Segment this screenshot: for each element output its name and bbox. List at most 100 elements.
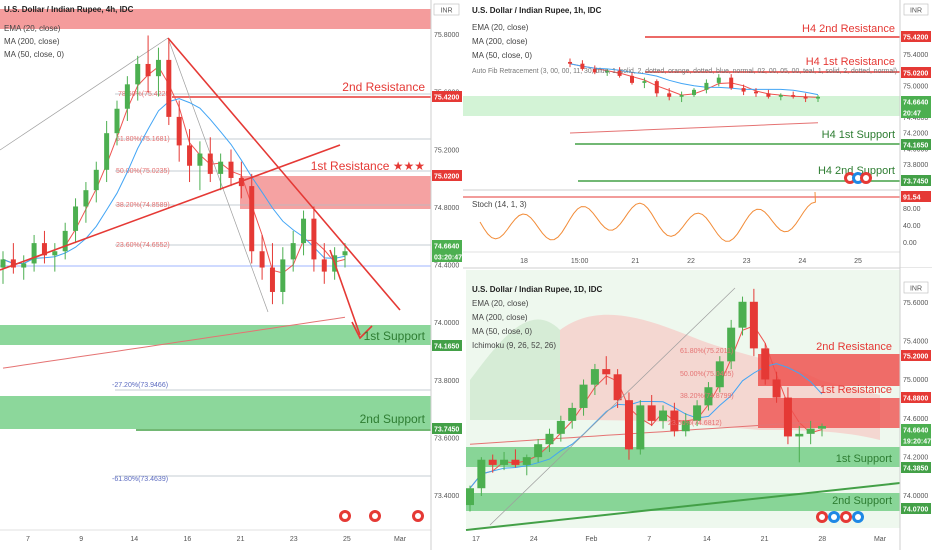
candle-body (592, 68, 597, 73)
chart-1d-panel[interactable]: 61.80%(75.2011) 50.00%(75.0405) 38.20%(7… (463, 267, 932, 543)
currency-badge-4h (433, 3, 460, 16)
fib-label-786: 78.60%(75.4225) (118, 91, 172, 98)
price-tag-text: 74.1650 (434, 344, 459, 351)
candle-body (488, 459, 497, 465)
price-tick-label: 74.4000 (434, 263, 459, 270)
price-tick-label: 75.8000 (434, 32, 459, 39)
indicator-ma200-4h: MA (200, close) (4, 37, 60, 46)
candle-body (605, 70, 610, 73)
candle-body (500, 459, 509, 465)
price-tag-text: 75.4200 (434, 95, 459, 102)
candle-body (187, 145, 193, 166)
candles-1d (466, 288, 826, 512)
candle-body (617, 70, 622, 76)
price-tag-text: 74.1650 (903, 143, 928, 150)
candle-body (693, 405, 702, 421)
candle-body (647, 405, 656, 421)
candle-body (259, 251, 265, 268)
candle-body (21, 263, 27, 268)
candle-body (806, 428, 815, 434)
candle-body (166, 59, 172, 117)
x-tick-label: Feb (585, 536, 597, 543)
h4-s2-label: H4 2nd Support (818, 165, 895, 177)
s2-label: 2nd Support (360, 412, 426, 426)
candle-body (803, 96, 808, 99)
price-tick-label: 74.4000 (903, 115, 928, 122)
h4-s1-label: H4 1st Support (822, 129, 895, 141)
price-tick-label: 75.0000 (903, 83, 928, 90)
candle-body (568, 61, 572, 64)
ma200-line (469, 420, 823, 445)
event-flags-1d[interactable] (816, 511, 864, 523)
x-tick-label: 15:00 (571, 258, 589, 265)
candle-body (704, 82, 709, 90)
price-tag-text: 91.54 (903, 195, 921, 202)
candle-body (321, 259, 327, 272)
price-tag-text: 74.8800 (903, 396, 928, 403)
price-tick-label: 73.8000 (903, 162, 928, 169)
price-tag (432, 91, 462, 102)
x-tick-label: 21 (761, 536, 769, 543)
indicator-ichimoku-1d: Ichimoku (9, 26, 52, 26) (472, 341, 556, 350)
fib-1d-236: 23.60%(74.6812) (668, 420, 722, 427)
candle-body (692, 89, 696, 96)
price-tag (432, 240, 462, 251)
chart-4h-panel[interactable]: 78.60%(75.4225) 61.80%(75.1681) 50.00%(7… (0, 0, 431, 543)
price-tick-label: 74.8000 (434, 205, 459, 212)
candle-body (145, 63, 151, 77)
stoch-tick-label: 0.00 (903, 240, 917, 247)
projection-arrow-head (351, 321, 373, 340)
x-tick-label: 18 (520, 258, 528, 265)
candles-4h (0, 35, 348, 305)
ma50-line (2, 98, 346, 264)
price-axis-1d[interactable]: INR 75.600075.400075.000074.600074.20007… (899, 268, 932, 550)
candle-body (741, 88, 746, 92)
indicator-ema-1d: EMA (20, close) (472, 299, 529, 308)
range-zone-1h (463, 96, 900, 116)
price-tick-label: 73.6000 (434, 435, 459, 442)
event-flags-1h[interactable] (844, 172, 872, 184)
candle-body (738, 301, 747, 328)
rising-trendline-1d (465, 482, 901, 531)
price-tag (432, 423, 462, 434)
price-axis-bg-4h (431, 0, 463, 550)
currency-badge-text-4h: INR (440, 8, 452, 15)
resistance-zone-1 (240, 176, 431, 209)
price-tag-text: 74.0700 (903, 507, 928, 514)
event-flags-4h[interactable] (339, 510, 424, 522)
price-tick-label: 73.8000 (434, 378, 459, 385)
fib-label-382: 38.20%(74.8589) (116, 202, 170, 209)
candle-body (579, 384, 588, 408)
support-trendline (0, 144, 341, 271)
x-tick-label: 14 (703, 536, 711, 543)
candle-body (522, 457, 531, 465)
price-axis-1h[interactable]: INR 75.600075.400075.200075.000074.80007… (899, 0, 932, 268)
candle-body (269, 267, 275, 292)
candle-body (135, 63, 141, 85)
candle-body (761, 348, 770, 380)
currency-badge-text-1d: INR (910, 286, 922, 293)
price-axis-4h[interactable]: INR 75.800075.600075.200074.800074.40007… (430, 0, 463, 550)
price-tag (432, 340, 462, 351)
candle-body (83, 190, 89, 207)
candle-body (73, 206, 79, 231)
chart-1h-panel[interactable]: H4 2nd Resistance H4 1st Resistance H4 1… (463, 0, 900, 265)
price-ticks-1d: 75.6000 75.4000 75.0000 74.6000 74.2000 74.00… (903, 300, 928, 500)
fib-1d-618: 61.80%(75.2011) (680, 348, 733, 355)
indicator-ma50-1d: MA (50, close, 0) (472, 327, 532, 336)
x-tick-label: Mar (874, 536, 887, 543)
fib-1d-500: 50.00%(75.0405) (680, 371, 734, 378)
candle-body (218, 161, 224, 174)
indicator-ma200-1d: MA (200, close) (472, 313, 528, 322)
price-tags-4h: 75.4200 75.0200 74.6640 03:20:47 74.1650 73.7… (432, 91, 462, 434)
x-ticks-4h: 7 9 14 16 21 23 25 Mar (26, 536, 407, 543)
price-tag (901, 96, 931, 107)
price-tags-1d: 75.2000 74.8800 74.6640 19:20:47 74.3850 74.0… (901, 350, 931, 514)
candle-body (155, 59, 161, 77)
price-tag (901, 139, 931, 150)
candle-body (642, 81, 647, 83)
price-tag (901, 503, 931, 514)
price-tick-label: 75.6000 (903, 300, 928, 307)
price-tick-label: 74.2000 (903, 454, 928, 461)
